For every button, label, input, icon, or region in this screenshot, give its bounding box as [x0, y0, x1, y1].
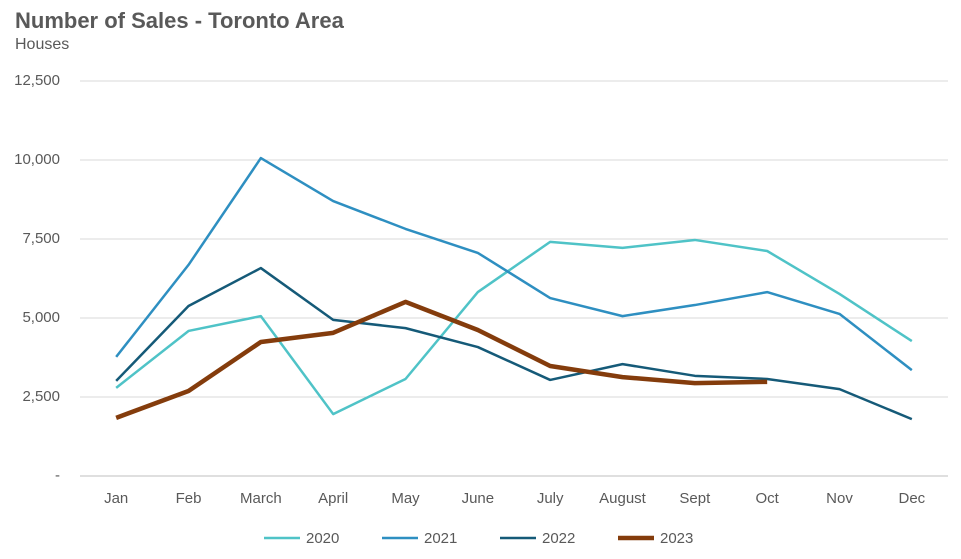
- x-tick-label: Nov: [826, 490, 853, 507]
- x-tick-label: Oct: [755, 490, 779, 507]
- series-line: [115, 156, 913, 372]
- legend-label: 2021: [424, 530, 457, 547]
- x-tick-label: July: [537, 490, 564, 507]
- x-tick-label: Dec: [898, 490, 925, 507]
- x-tick-label: Jan: [104, 490, 128, 507]
- y-tick-label: 12,500: [14, 72, 60, 89]
- x-tick-label: Sept: [679, 490, 711, 507]
- legend-label: 2020: [306, 530, 339, 547]
- x-tick-label: April: [318, 490, 348, 507]
- chart-subtitle: Houses: [15, 36, 69, 53]
- x-tick-label: Feb: [176, 490, 202, 507]
- x-tick-label: June: [462, 490, 495, 507]
- y-tick-label: 2,500: [22, 388, 60, 405]
- y-tick-label: 10,000: [14, 151, 60, 168]
- y-tick-label: -: [55, 467, 60, 484]
- series-line: [115, 266, 913, 421]
- x-tick-label: March: [240, 490, 282, 507]
- x-tick-label: May: [391, 490, 420, 507]
- x-tick-label: August: [599, 490, 647, 507]
- y-tick-label: 7,500: [22, 230, 60, 247]
- legend-label: 2023: [660, 530, 693, 547]
- legend-label: 2022: [542, 530, 575, 547]
- chart-title: Number of Sales - Toronto Area: [15, 8, 345, 33]
- series-line: [115, 238, 913, 416]
- y-tick-label: 5,000: [22, 309, 60, 326]
- series-line: [115, 299, 768, 420]
